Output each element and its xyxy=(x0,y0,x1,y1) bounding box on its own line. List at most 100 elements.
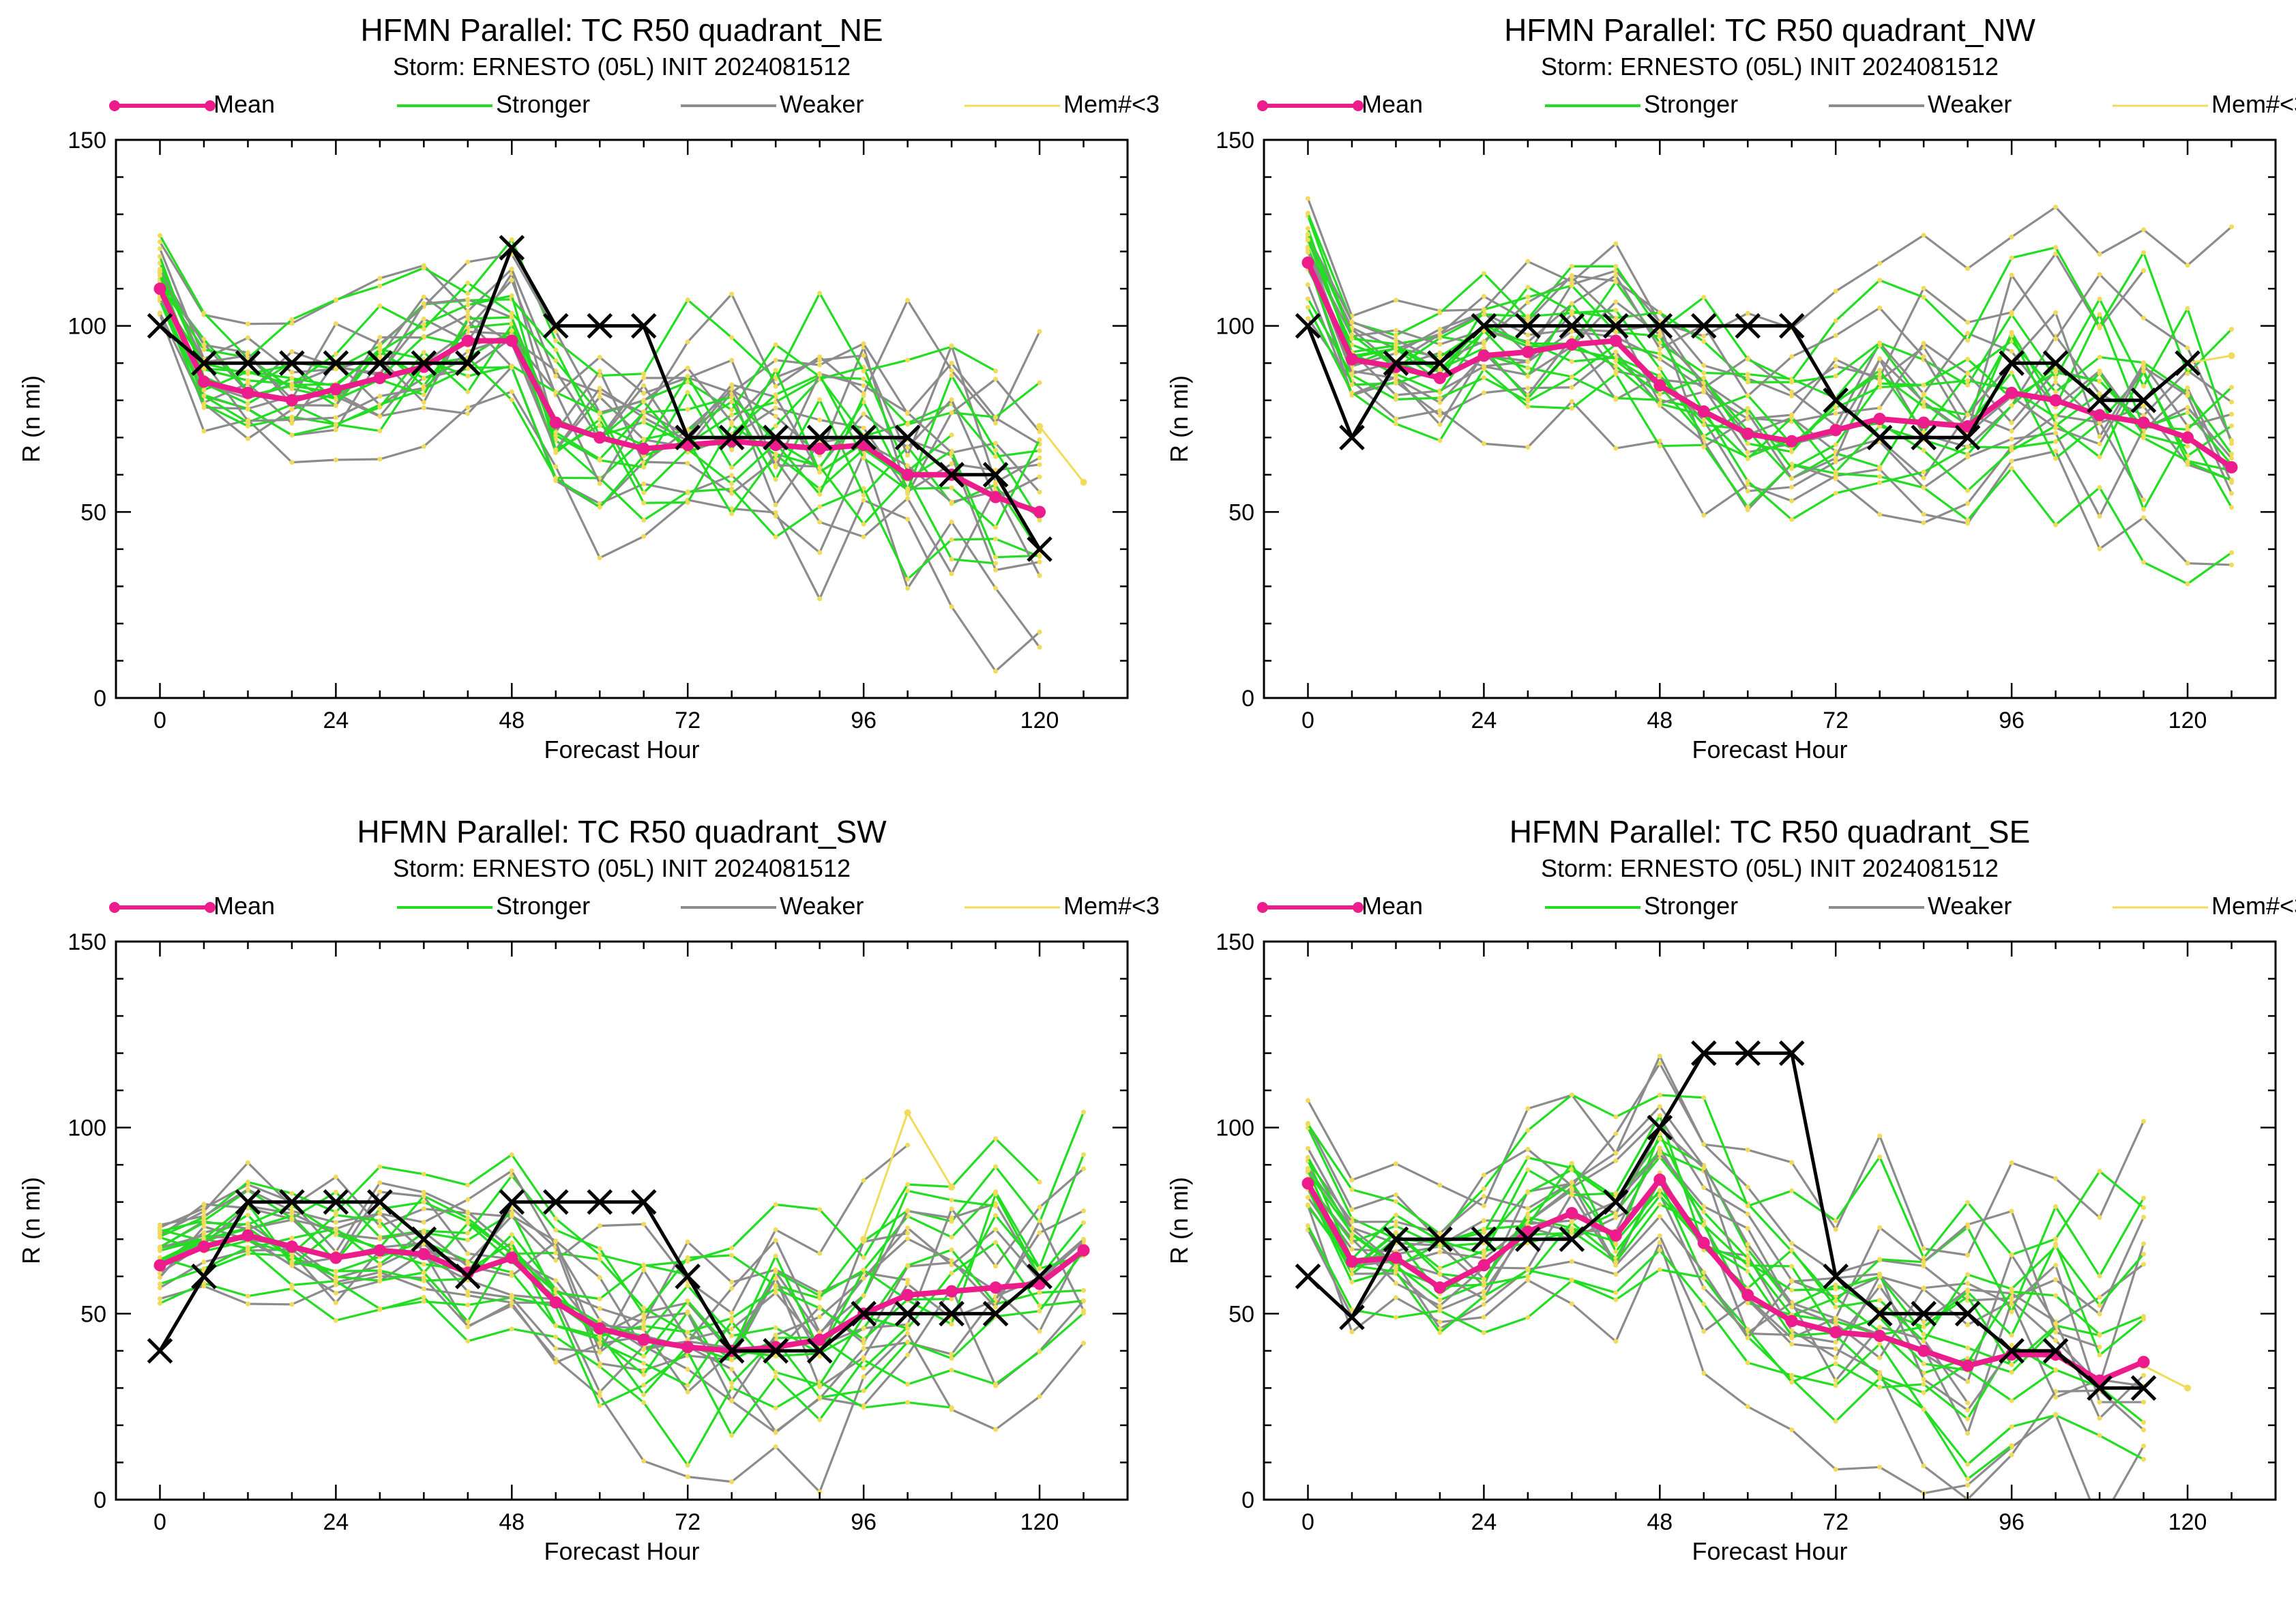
member-point xyxy=(641,1312,647,1317)
member-point xyxy=(509,293,514,298)
mean-point xyxy=(505,1251,518,1264)
member-point xyxy=(1965,1379,1971,1384)
member-point xyxy=(641,409,647,415)
member-point xyxy=(509,237,514,242)
member-point xyxy=(1569,399,1574,405)
member-point xyxy=(2053,370,2059,375)
member-point xyxy=(1481,1203,1486,1208)
member-point xyxy=(1745,310,1750,316)
best-track-marker xyxy=(1515,312,1541,339)
member-point xyxy=(949,360,954,366)
member-point xyxy=(509,328,514,334)
member-point xyxy=(1481,441,1486,446)
member-point xyxy=(1833,289,1838,294)
member-point xyxy=(201,366,207,371)
member-point xyxy=(685,373,690,379)
member-point xyxy=(597,1275,602,1281)
member-point xyxy=(2141,1214,2147,1220)
few-members-line xyxy=(862,1110,953,1240)
weaker-member-line xyxy=(1307,266,2233,494)
member-point xyxy=(2053,522,2059,527)
member-point xyxy=(817,1382,823,1388)
member-point xyxy=(1745,456,1750,462)
member-point xyxy=(333,422,338,427)
member-point xyxy=(1745,1225,1750,1231)
mean-point xyxy=(461,334,474,347)
member-point xyxy=(2097,1416,2102,1421)
member-point xyxy=(2141,1373,2147,1378)
stronger-member-line xyxy=(1307,1225,2145,1466)
member-point xyxy=(1569,1277,1574,1283)
weaker-member-line xyxy=(1307,239,2145,397)
best-track-marker xyxy=(2130,1375,2157,1401)
member-point xyxy=(1965,1199,1971,1205)
member-point xyxy=(465,1215,471,1221)
member-point xyxy=(2097,272,2102,277)
member-point xyxy=(2229,478,2235,483)
member-point xyxy=(1833,1467,1838,1472)
member-point xyxy=(377,1268,383,1273)
member-point xyxy=(1701,1165,1707,1171)
member-point xyxy=(157,254,162,259)
member-point xyxy=(773,456,778,462)
member-point xyxy=(1481,1226,1486,1232)
member-point xyxy=(597,555,602,561)
member-point xyxy=(1789,1380,1795,1385)
member-point xyxy=(245,321,250,327)
member-point xyxy=(1525,1266,1531,1271)
mean-point xyxy=(813,442,826,455)
member-point xyxy=(2009,403,2014,408)
member-point xyxy=(1877,1284,1883,1290)
member-point xyxy=(509,1300,514,1305)
chart-title: HFMN Parallel: TC R50 quadrant_NW xyxy=(1504,12,2035,48)
best-track-marker xyxy=(367,1189,393,1215)
member-point xyxy=(817,469,823,475)
member-point xyxy=(1613,446,1619,451)
member-point xyxy=(509,1295,514,1300)
member-point xyxy=(1305,1203,1310,1208)
x-tick-label: 72 xyxy=(675,708,701,733)
member-point xyxy=(1701,1275,1707,1281)
best-track-marker xyxy=(279,1189,305,1215)
member-point xyxy=(2053,205,2059,210)
member-point xyxy=(1833,469,1838,475)
member-point xyxy=(1789,1305,1795,1310)
member-point xyxy=(641,1323,647,1328)
member-point xyxy=(553,430,559,435)
member-point xyxy=(2141,403,2147,409)
member-point xyxy=(1745,441,1750,446)
member-point xyxy=(1305,1122,1310,1127)
member-point xyxy=(2053,1330,2059,1335)
member-point xyxy=(465,1230,471,1236)
member-point xyxy=(377,1218,383,1223)
member-point xyxy=(245,1251,250,1256)
member-point xyxy=(1569,1218,1574,1223)
member-point xyxy=(1921,404,1926,409)
member-point xyxy=(1481,1280,1486,1285)
x-tick-label: 120 xyxy=(1020,1509,1059,1535)
member-point xyxy=(1657,443,1662,449)
member-point xyxy=(1525,365,1531,370)
member-point xyxy=(1437,367,1443,373)
member-point xyxy=(993,568,999,573)
y-tick-label: 0 xyxy=(1241,1487,1254,1513)
member-point xyxy=(949,461,954,467)
member-point xyxy=(1393,1229,1398,1235)
legend-marker-mean xyxy=(1257,902,1268,913)
member-point xyxy=(949,1219,954,1224)
member-point xyxy=(1745,450,1750,455)
member-point xyxy=(1965,517,1971,523)
member-point xyxy=(157,1270,162,1276)
member-point xyxy=(465,411,471,416)
member-point xyxy=(861,1341,866,1346)
member-point xyxy=(597,456,602,462)
member-point xyxy=(1965,266,1971,272)
member-point xyxy=(597,1252,602,1257)
member-point xyxy=(1037,629,1042,635)
legend-label-mean: Mean xyxy=(214,90,275,118)
member-point xyxy=(1393,1264,1398,1270)
legend-label-stronger: Stronger xyxy=(496,892,590,920)
best-track-marker xyxy=(1647,312,1673,339)
best-track-marker xyxy=(806,424,833,451)
